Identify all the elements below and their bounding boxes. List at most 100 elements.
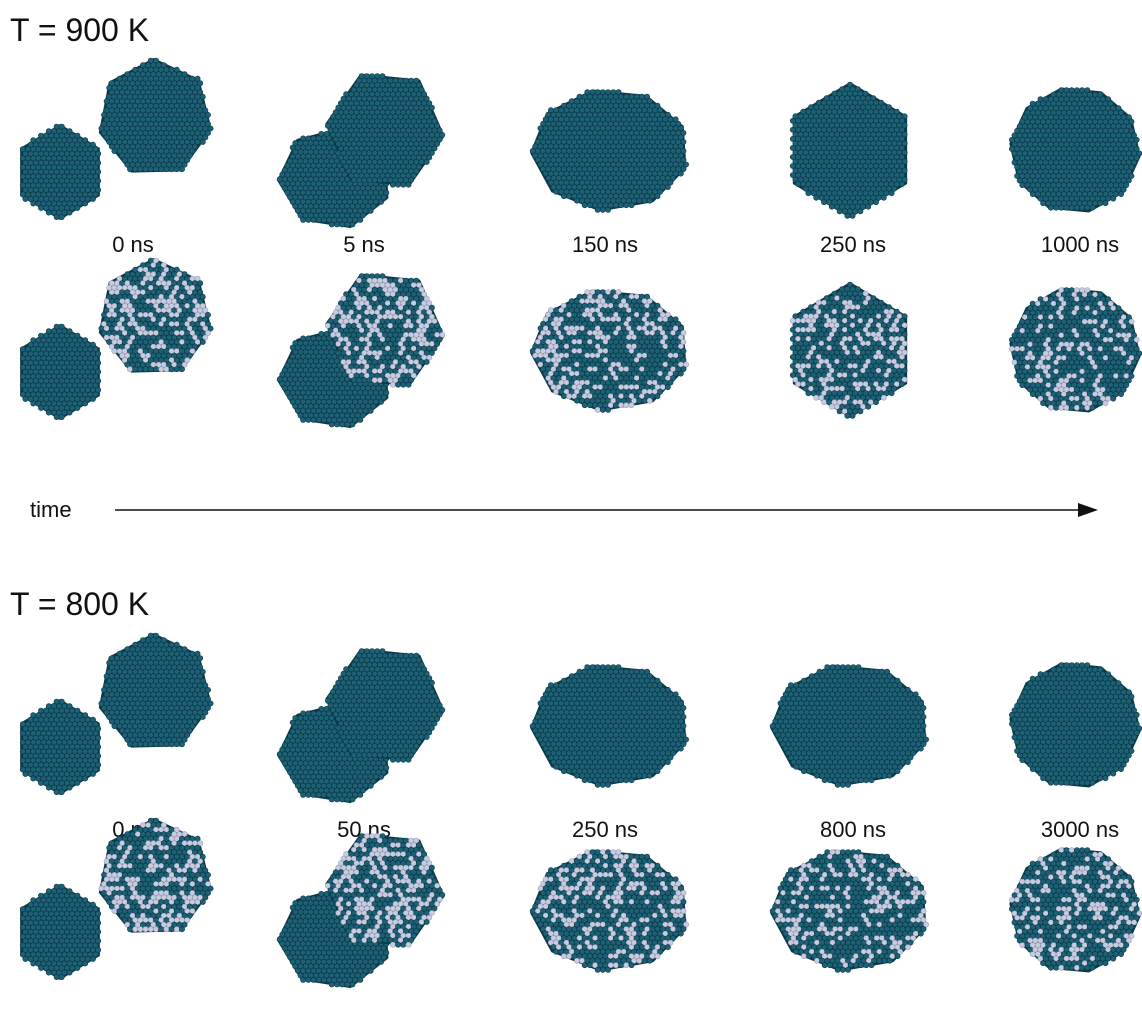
section-title-800k: T = 800 K bbox=[10, 586, 150, 622]
host-atom bbox=[58, 123, 65, 130]
host-atom bbox=[371, 177, 378, 183]
cluster-merge-r0-c1-v0 bbox=[276, 73, 446, 229]
host-atom bbox=[613, 402, 619, 409]
host-atom bbox=[90, 396, 96, 402]
host-atom bbox=[678, 170, 684, 177]
host-atom bbox=[92, 182, 99, 189]
host-atom bbox=[339, 421, 345, 428]
host-atom bbox=[349, 421, 356, 428]
host-atom bbox=[66, 128, 73, 134]
host-atom bbox=[405, 181, 412, 188]
host-atom bbox=[142, 166, 149, 173]
section-title-900k: T = 900 K bbox=[10, 12, 150, 48]
cluster-pair-r0-c0-v0 bbox=[19, 57, 214, 220]
host-atom bbox=[53, 414, 60, 420]
host-atom bbox=[400, 181, 407, 188]
host-atom bbox=[605, 206, 611, 213]
host-atom bbox=[147, 366, 154, 373]
host-atom bbox=[423, 359, 430, 365]
solute-atom bbox=[618, 402, 624, 409]
host-atom bbox=[361, 377, 368, 383]
host-atom bbox=[389, 181, 396, 188]
host-atom bbox=[628, 202, 635, 209]
host-atom bbox=[30, 200, 37, 207]
host-atom bbox=[95, 150, 102, 157]
host-atom bbox=[74, 405, 81, 411]
host-atom bbox=[82, 137, 89, 144]
host-atom bbox=[92, 164, 99, 171]
host-atom bbox=[179, 366, 185, 373]
host-atom bbox=[66, 209, 73, 216]
host-atom bbox=[111, 148, 118, 154]
host-atom bbox=[600, 206, 606, 213]
host-atom bbox=[58, 214, 65, 220]
host-atom bbox=[367, 407, 374, 414]
time-label: 800 ns bbox=[819, 817, 887, 842]
host-atom bbox=[137, 366, 144, 373]
host-atom bbox=[641, 197, 648, 204]
host-atom bbox=[350, 177, 357, 183]
host-atom bbox=[153, 366, 159, 373]
host-atom bbox=[127, 166, 133, 173]
host-atom bbox=[95, 159, 102, 166]
host-atom bbox=[142, 366, 149, 373]
host-atom bbox=[305, 216, 312, 223]
solute-atom bbox=[371, 377, 378, 383]
host-atom bbox=[158, 166, 165, 173]
cluster-hex-r0-c3-v0 bbox=[789, 81, 908, 219]
host-atom bbox=[58, 414, 65, 420]
host-atom bbox=[315, 216, 322, 223]
host-atom bbox=[357, 216, 364, 223]
host-atom bbox=[305, 416, 312, 423]
host-atom bbox=[22, 396, 29, 402]
time-label: 150 ns bbox=[571, 232, 639, 257]
host-atom bbox=[587, 402, 593, 409]
host-atom bbox=[641, 397, 648, 404]
host-atom bbox=[581, 402, 588, 409]
host-atom bbox=[92, 173, 99, 180]
host-atom bbox=[356, 177, 362, 183]
cluster-merge-r0-c1-v1 bbox=[276, 273, 446, 429]
host-atom bbox=[405, 381, 412, 388]
host-atom bbox=[636, 397, 643, 404]
time-label: 250 ns bbox=[571, 817, 639, 842]
solute-atom bbox=[623, 402, 630, 409]
host-atom bbox=[132, 366, 139, 373]
host-atom bbox=[821, 199, 827, 206]
host-atom bbox=[646, 197, 653, 204]
solute-atom bbox=[389, 381, 396, 388]
host-atom bbox=[38, 405, 44, 411]
solute-atom bbox=[594, 406, 601, 413]
host-atom bbox=[594, 206, 601, 213]
host-atom bbox=[30, 400, 37, 407]
host-atom bbox=[836, 208, 843, 215]
host-atom bbox=[857, 208, 864, 215]
host-atom bbox=[339, 221, 345, 228]
time-axis-label: time bbox=[30, 497, 72, 522]
host-atom bbox=[423, 159, 430, 165]
host-atom bbox=[378, 398, 384, 405]
host-atom bbox=[92, 191, 99, 198]
host-atom bbox=[865, 203, 872, 210]
host-atom bbox=[66, 409, 73, 416]
host-atom bbox=[636, 197, 643, 204]
host-atom bbox=[53, 214, 60, 220]
time-label: 1000 ns bbox=[1040, 232, 1120, 257]
host-atom bbox=[844, 212, 851, 219]
host-atom bbox=[199, 139, 206, 145]
solute-atom bbox=[376, 377, 383, 383]
host-atom bbox=[92, 146, 99, 153]
host-atom bbox=[199, 339, 206, 345]
host-atom bbox=[300, 216, 306, 223]
solute-atom bbox=[127, 366, 133, 373]
time-label: 3000 ns bbox=[1040, 817, 1120, 842]
host-atom bbox=[849, 212, 856, 219]
solute-atom bbox=[158, 366, 165, 373]
host-atom bbox=[678, 370, 684, 377]
solute-atom bbox=[553, 388, 559, 395]
host-atom bbox=[880, 194, 887, 201]
host-atom bbox=[333, 221, 340, 228]
host-atom bbox=[137, 166, 144, 173]
host-atom bbox=[828, 203, 835, 210]
